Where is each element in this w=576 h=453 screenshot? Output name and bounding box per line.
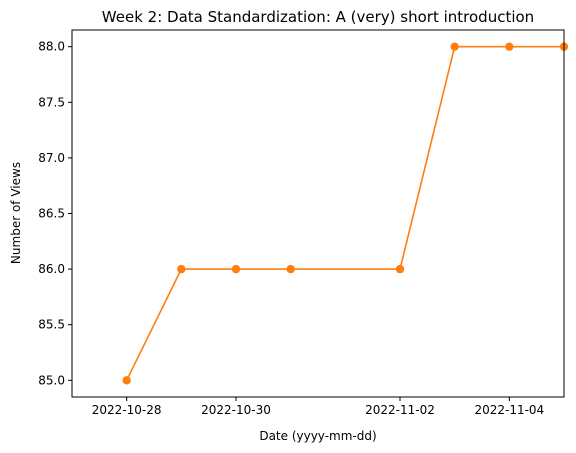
y-tick-label: 86.0 — [38, 262, 65, 276]
y-tick-label: 85.5 — [38, 318, 65, 332]
y-axis-label: Number of Views — [9, 162, 23, 264]
plot-area — [122, 42, 569, 385]
y-axis-ticks: 85.0 85.5 86.0 86.5 87.0 87.5 88.0 — [38, 40, 72, 387]
y-tick-label: 85.0 — [38, 373, 65, 387]
x-tick-label: 2022-11-04 — [474, 403, 544, 417]
x-tick-label: 2022-11-02 — [365, 403, 435, 417]
data-point — [231, 264, 241, 274]
data-point — [395, 264, 405, 274]
y-tick-label: 88.0 — [38, 40, 65, 54]
data-point — [122, 376, 131, 385]
series-line-0 — [125, 45, 564, 381]
data-point — [505, 42, 514, 51]
y-tick-label: 87.0 — [38, 151, 65, 165]
x-tick-label: 2022-10-28 — [92, 403, 162, 417]
y-tick-label: 87.5 — [38, 95, 65, 109]
data-point — [450, 42, 459, 51]
x-axis-ticks: 2022-10-28 2022-10-30 2022-11-02 2022-11-04 — [92, 397, 544, 417]
x-tick-label: 2022-10-30 — [201, 403, 271, 417]
data-point — [286, 264, 295, 274]
y-tick-label: 86.5 — [38, 207, 65, 221]
axes-frame — [71, 29, 565, 398]
x-axis-label: Date (yyyy-mm-dd) — [259, 429, 376, 443]
chart-title: Week 2: Data Standardization: A (very) s… — [102, 8, 534, 26]
data-point — [177, 264, 186, 274]
